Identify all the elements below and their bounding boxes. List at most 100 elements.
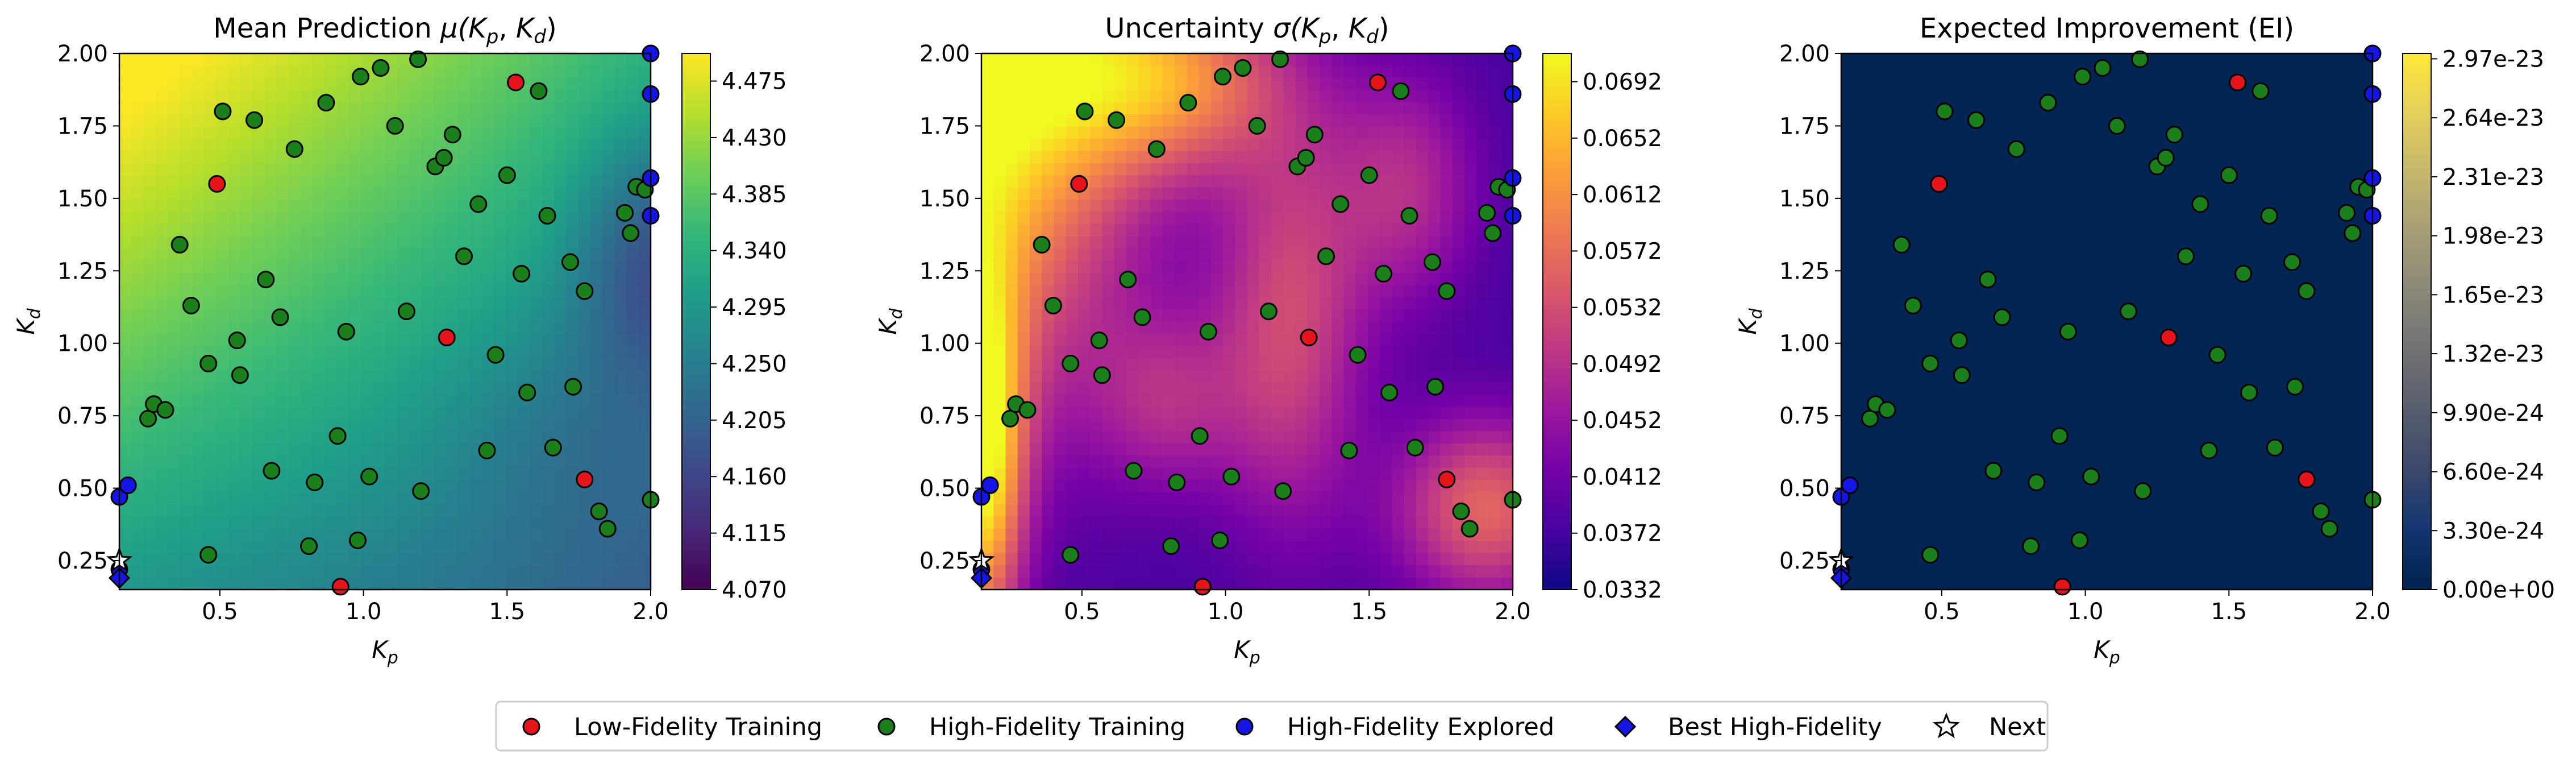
heatmap-cell xyxy=(1005,53,1018,67)
high-fidelity-point xyxy=(590,502,608,520)
heatmap-cell xyxy=(1913,212,1926,225)
heatmap-cell xyxy=(1331,431,1345,444)
heatmap-cell xyxy=(421,187,434,200)
heatmap-cell xyxy=(1295,187,1308,200)
heatmap-cell xyxy=(981,541,994,554)
heatmap-cell xyxy=(1090,309,1103,322)
heatmap-cell xyxy=(542,102,555,115)
heatmap-cell xyxy=(506,321,518,334)
heatmap-cell xyxy=(1428,90,1441,103)
heatmap-cell xyxy=(590,163,603,176)
heatmap-cell xyxy=(240,163,253,176)
heatmap-cell xyxy=(2010,528,2023,541)
heatmap-cell xyxy=(578,77,591,90)
heatmap-cell xyxy=(1392,248,1405,261)
heatmap-cell xyxy=(288,200,301,213)
heatmap-cell xyxy=(1901,467,1915,480)
heatmap-cell xyxy=(445,577,458,590)
heatmap-cell xyxy=(324,224,338,237)
heatmap-cell xyxy=(1331,577,1345,590)
heatmap-cell xyxy=(433,382,446,395)
heatmap-cell xyxy=(1307,516,1320,529)
heatmap-cell xyxy=(1865,333,1878,346)
heatmap-cell xyxy=(252,395,265,408)
heatmap-cell xyxy=(1320,504,1332,517)
heatmap-cell xyxy=(542,139,555,152)
heatmap-cell xyxy=(2022,370,2035,383)
heatmap-cell xyxy=(421,212,434,225)
heatmap-cell xyxy=(1500,577,1513,590)
heatmap-cell xyxy=(252,285,265,298)
heatmap-cell xyxy=(1102,504,1115,517)
heatmap-cell xyxy=(1488,504,1501,517)
heatmap-cell xyxy=(1853,200,1866,213)
heatmap-cell xyxy=(1962,224,1975,237)
heatmap-cell xyxy=(578,333,591,346)
heatmap-cell xyxy=(518,431,531,444)
heatmap-cell xyxy=(385,565,398,578)
heatmap-cell xyxy=(1998,541,2011,554)
heatmap-cell xyxy=(1416,382,1429,395)
heatmap-cell xyxy=(300,126,313,139)
heatmap-cell xyxy=(1355,53,1368,67)
heatmap-cell xyxy=(1271,504,1284,517)
heatmap-cell xyxy=(409,553,422,566)
colorbar-segment xyxy=(1543,355,1571,362)
heatmap-cell xyxy=(131,53,144,67)
colorbar-segment xyxy=(682,462,710,470)
heatmap-cell xyxy=(1054,163,1067,176)
heatmap-cell xyxy=(1500,248,1513,261)
heatmap-cell xyxy=(348,285,361,298)
heatmap-cell xyxy=(192,248,205,261)
heatmap-cell xyxy=(1890,90,1902,103)
heatmap-cell xyxy=(1901,321,1915,334)
high-fidelity-point xyxy=(478,441,496,459)
heatmap-cell xyxy=(1138,516,1151,529)
high-fidelity-point xyxy=(348,531,367,549)
heatmap-cell xyxy=(155,309,168,322)
heatmap-cell xyxy=(1198,90,1212,103)
heatmap-cell xyxy=(168,65,180,78)
heatmap-cell xyxy=(469,297,482,310)
heatmap-cell xyxy=(1283,212,1296,225)
heatmap-cell xyxy=(1042,346,1055,359)
heatmap-cell xyxy=(1368,53,1380,67)
heatmap-cell xyxy=(1210,467,1224,480)
heatmap-cell xyxy=(1877,418,1890,432)
heatmap-cell xyxy=(1307,553,1320,566)
heatmap-cell xyxy=(1464,212,1477,225)
heatmap-cell xyxy=(1102,346,1115,359)
heatmap-cell xyxy=(1440,492,1453,505)
heatmap-cell xyxy=(614,553,627,566)
heatmap-cell xyxy=(1901,175,1915,188)
heatmap-cell xyxy=(566,77,579,90)
heatmap-cell xyxy=(1901,114,1915,127)
heatmap-cell xyxy=(1090,553,1103,566)
colorbar-segment xyxy=(682,134,710,141)
heatmap-cell xyxy=(566,151,579,164)
heatmap-cell xyxy=(1392,200,1405,213)
heatmap-cell xyxy=(385,151,398,164)
heatmap-cell xyxy=(554,553,567,566)
heatmap-cell xyxy=(1877,151,1890,164)
heatmap-cell xyxy=(1428,467,1441,480)
heatmap-cell xyxy=(566,541,579,554)
heatmap-cell xyxy=(155,224,168,237)
heatmap-cell xyxy=(614,139,627,152)
heatmap-cell xyxy=(638,528,651,541)
heatmap-cell xyxy=(638,431,651,444)
heatmap-cell xyxy=(626,504,639,517)
heatmap-cell xyxy=(1235,553,1248,566)
heatmap-cell xyxy=(1283,65,1296,78)
heatmap-cell xyxy=(1271,370,1284,383)
heatmap-cell xyxy=(1440,431,1453,444)
heatmap-cell xyxy=(361,346,373,359)
heatmap-cell xyxy=(1986,151,1999,164)
heatmap-cell xyxy=(1368,492,1380,505)
heatmap-cell xyxy=(590,114,603,127)
heatmap-cell xyxy=(1259,248,1272,261)
heatmap-cell xyxy=(168,272,180,285)
heatmap-cell xyxy=(1247,53,1260,67)
heatmap-cell xyxy=(143,175,156,188)
heatmap-cell xyxy=(1380,102,1393,115)
